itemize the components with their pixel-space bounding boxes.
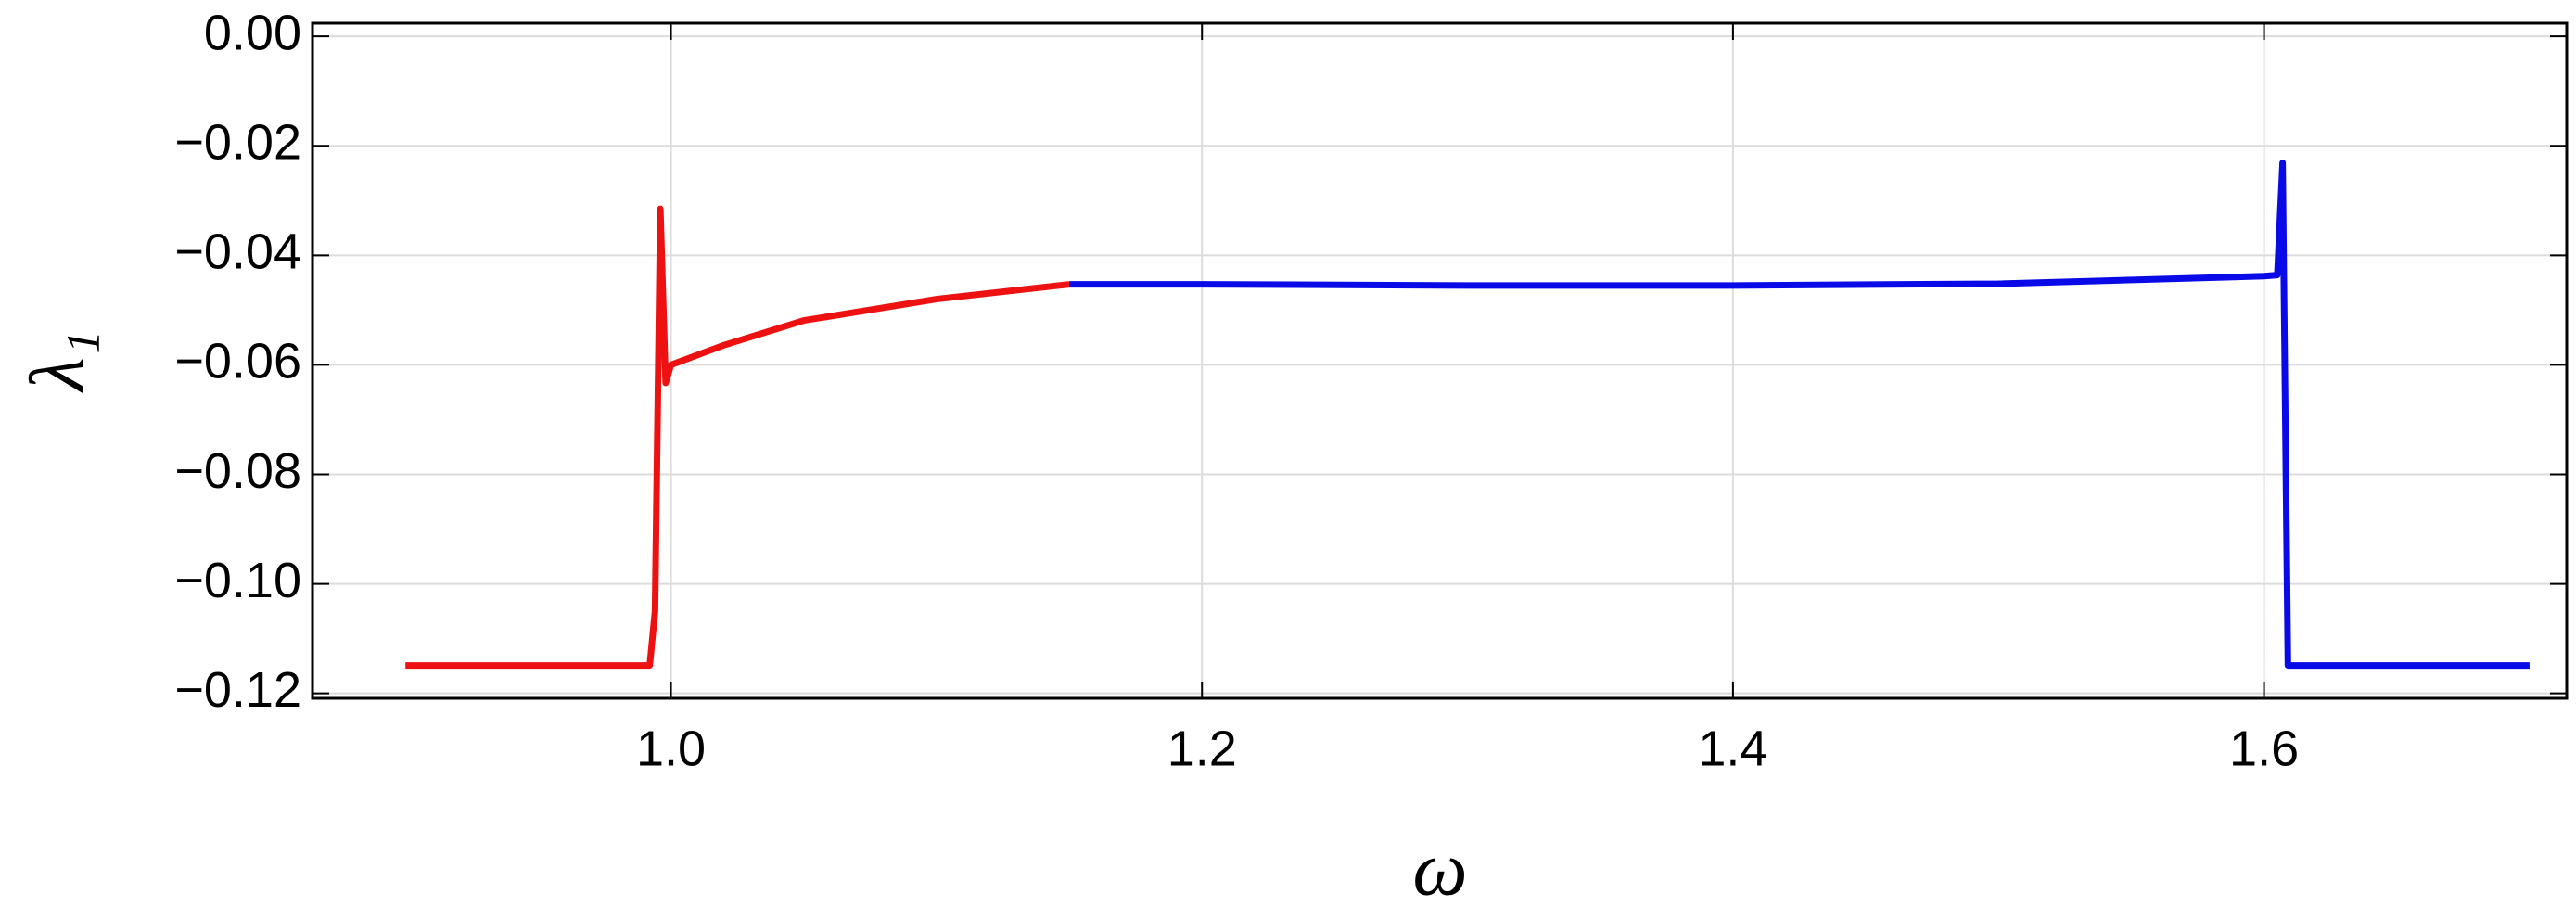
x-tick-label: 1.2 — [1167, 721, 1237, 776]
plot-frame — [311, 21, 2569, 700]
y-tick-label: −0.08 — [174, 443, 301, 499]
data-line — [1069, 160, 2530, 670]
y-tick-label: −0.04 — [174, 224, 301, 280]
x-tick-label: 1.4 — [1698, 721, 1767, 776]
y-axis-label: λ₁ — [14, 330, 100, 394]
x-tick-label: 1.0 — [636, 721, 706, 776]
data-line — [405, 205, 1070, 670]
y-tick-label: 0.00 — [204, 5, 301, 60]
x-tick-label: 1.6 — [2229, 721, 2299, 776]
y-tick-label: −0.12 — [174, 662, 301, 718]
y-tick-label: −0.02 — [174, 115, 301, 171]
y-tick-label: −0.06 — [174, 334, 301, 389]
x-axis-label: ω — [1412, 825, 1467, 912]
y-tick-label: −0.10 — [174, 553, 301, 608]
